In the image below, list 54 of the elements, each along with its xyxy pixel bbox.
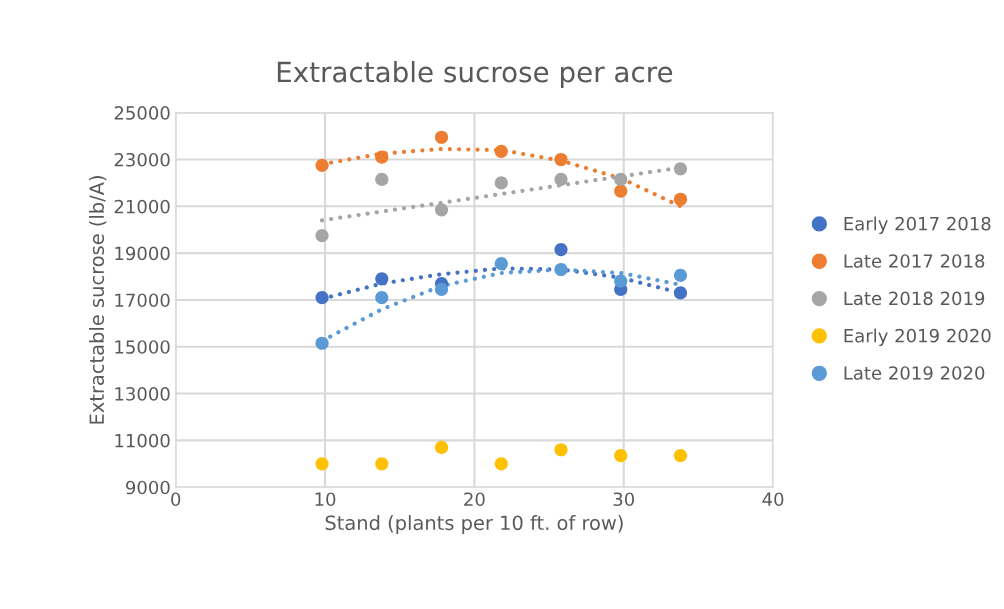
y-tick-label: 11000 [115,433,170,448]
y-axis-title: Extractable sucrose (lb/A) [89,176,107,424]
y-tick-label: 15000 [115,340,170,354]
point [315,228,329,243]
point [315,291,329,305]
y-tick-label: 25000 [114,106,170,120]
point [554,262,568,277]
point [614,172,628,186]
y-tick-label: 9000 [126,480,170,495]
y-tick-label: 17000 [115,293,170,308]
point [494,257,508,271]
point [375,172,389,186]
point [315,457,329,471]
point [554,443,568,457]
chart-title: Extractable sucrose per acre [277,61,673,88]
point [673,162,688,176]
point [614,184,628,198]
legend-label: Early 2017 2018 [844,216,991,234]
point [434,130,449,144]
y-tick-label: 13000 [115,387,170,401]
x-tick-label: 40 [762,492,784,507]
point [673,268,688,282]
x-tick-label: 0 [171,492,181,507]
point [375,272,389,286]
legend-label: Early 2019 2020 [844,328,991,347]
point [315,158,329,172]
point [434,282,449,296]
point [315,336,329,350]
point [614,449,628,463]
point [375,150,389,164]
point [673,286,688,300]
point [375,457,389,471]
point [434,440,449,454]
legend-label: Late 2018 2019 [844,291,985,306]
point [554,152,568,167]
y-tick-label: 21000 [114,199,170,214]
point [375,291,389,305]
x-axis-title: Stand (plants per 10 ft. of row) [325,515,623,534]
point [494,457,508,471]
point [614,274,628,288]
point [673,192,688,206]
point [434,203,449,217]
point [673,449,688,463]
legend-label: Late 2019 2020 [844,366,985,380]
x-tick-label: 10 [315,492,336,507]
y-tick-label: 19000 [115,246,170,261]
point [554,243,568,257]
legend-label: Late 2017 2018 [844,254,985,268]
x-tick-label: 20 [464,492,485,507]
point [554,172,568,186]
point [494,144,508,158]
y-tick-label: 23000 [114,152,170,167]
point [494,176,508,190]
x-tick-label: 30 [613,492,635,507]
